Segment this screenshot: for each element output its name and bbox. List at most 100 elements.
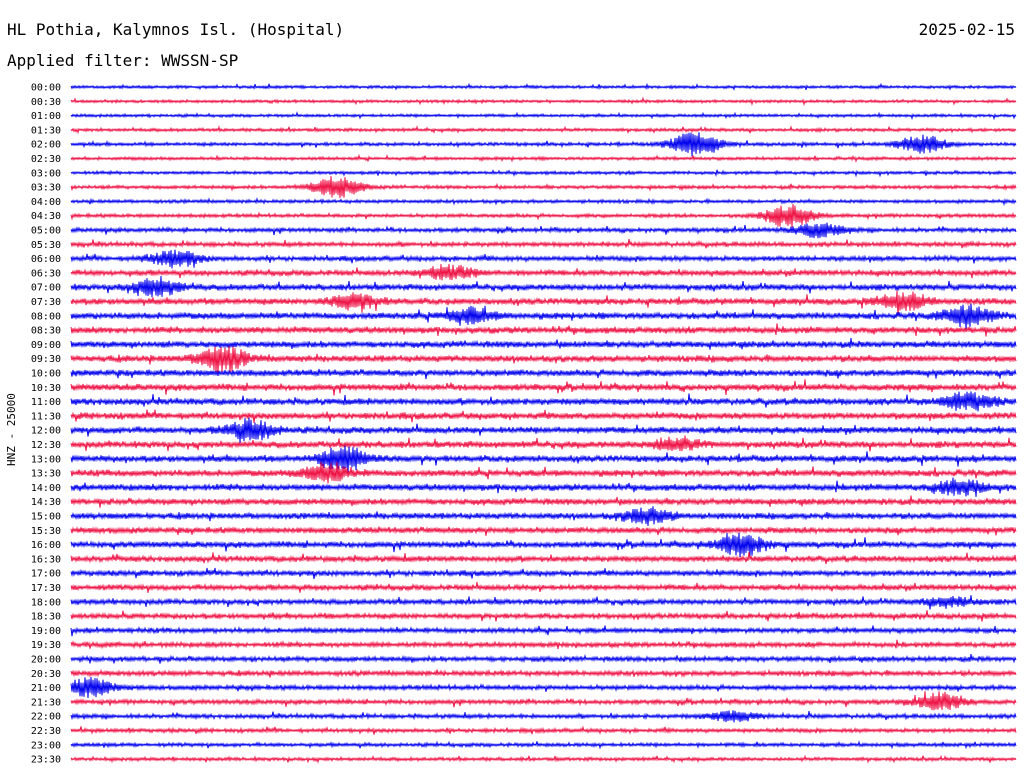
- trace-line: [70, 445, 1017, 473]
- row-label: 13:00: [31, 454, 61, 465]
- trace-line: [70, 96, 1017, 107]
- trace-line: [70, 417, 1017, 443]
- trace-line: [70, 222, 1017, 239]
- trace-line: [70, 196, 1017, 207]
- trace-line: [70, 610, 1017, 622]
- row-label: 08:30: [31, 326, 61, 337]
- trace-line: [70, 290, 1017, 317]
- seismic-traces: [70, 82, 1017, 764]
- row-label: 23:30: [31, 755, 61, 766]
- row-label: 05:00: [31, 226, 61, 237]
- trace-line: [70, 303, 1017, 329]
- row-label: 00:30: [31, 97, 61, 108]
- row-label: 01:00: [31, 111, 61, 122]
- row-label: 23:00: [31, 740, 61, 751]
- row-label: 20:30: [31, 669, 61, 680]
- row-label: 19:00: [31, 626, 61, 637]
- trace-line: [70, 111, 1017, 121]
- trace-line: [70, 203, 1017, 228]
- row-label: 04:30: [31, 211, 61, 222]
- row-label: 08:00: [31, 311, 61, 322]
- row-label: 21:00: [31, 683, 61, 694]
- trace-line: [70, 379, 1017, 396]
- trace-line: [70, 525, 1017, 536]
- row-label: 12:30: [31, 440, 61, 451]
- trace-line: [70, 725, 1017, 736]
- row-label: 14:30: [31, 497, 61, 508]
- row-label: 19:30: [31, 640, 61, 651]
- row-label: 07:30: [31, 297, 61, 308]
- station-title: HL Pothia, Kalymnos Isl. (Hospital): [7, 20, 345, 39]
- row-label: 10:30: [31, 383, 61, 394]
- trace-line: [70, 263, 1017, 281]
- row-label: 21:30: [31, 697, 61, 708]
- trace-line: [70, 582, 1017, 593]
- row-label: 09:00: [31, 340, 61, 351]
- row-label: 17:00: [31, 569, 61, 580]
- row-label: 12:00: [31, 426, 61, 437]
- row-label: 22:00: [31, 712, 61, 723]
- trace-line: [70, 595, 1017, 610]
- trace-line: [70, 668, 1017, 678]
- row-label: 02:30: [31, 154, 61, 165]
- trace-line: [70, 82, 1017, 91]
- trace-line: [70, 691, 1017, 711]
- trace-line: [70, 391, 1017, 412]
- row-label: 11:30: [31, 411, 61, 422]
- trace-line: [70, 654, 1017, 664]
- trace-line: [70, 506, 1017, 527]
- trace-line: [70, 345, 1017, 374]
- trace-line: [70, 153, 1017, 164]
- row-label: 14:00: [31, 483, 61, 494]
- row-label: 16:30: [31, 554, 61, 565]
- row-label: 02:00: [31, 140, 61, 151]
- trace-line: [70, 275, 1017, 298]
- row-labels: 00:00 00:30 01:00 01:30 02:00 02:30 03:00 03:30…: [31, 83, 61, 766]
- row-label: 11:00: [31, 397, 61, 408]
- row-label: 18:00: [31, 597, 61, 608]
- row-label: 18:30: [31, 612, 61, 623]
- filter-line: Applied filter: WWSSN-SP: [7, 51, 238, 70]
- trace-line: [70, 639, 1017, 650]
- row-label: 15:30: [31, 526, 61, 537]
- row-label: 03:30: [31, 183, 61, 194]
- trace-line: [70, 495, 1017, 508]
- trace-line: [70, 740, 1017, 750]
- trace-line: [70, 249, 1017, 269]
- row-label: 22:30: [31, 726, 61, 737]
- trace-line: [70, 435, 1017, 452]
- row-label: 06:30: [31, 268, 61, 279]
- trace-line: [70, 710, 1017, 723]
- trace-line: [70, 551, 1017, 565]
- row-label: 15:00: [31, 512, 61, 523]
- trace-line: [70, 176, 1017, 199]
- row-label: 13:30: [31, 469, 61, 480]
- record-date: 2025-02-15: [918, 20, 1015, 39]
- row-label: 04:00: [31, 197, 61, 208]
- row-label: 03:00: [31, 168, 61, 179]
- trace-line: [70, 238, 1017, 249]
- row-label: 05:30: [31, 240, 61, 251]
- row-label: 00:00: [31, 83, 61, 94]
- row-label: 17:30: [31, 583, 61, 594]
- trace-line: [70, 409, 1017, 423]
- trace-line: [70, 567, 1017, 580]
- trace-line: [70, 337, 1017, 350]
- trace-line: [70, 323, 1017, 337]
- trace-line: [70, 677, 1017, 699]
- row-label: 16:00: [31, 540, 61, 551]
- row-label: 06:00: [31, 254, 61, 265]
- trace-line: [70, 532, 1017, 558]
- trace-line: [70, 477, 1017, 497]
- row-label: 01:30: [31, 125, 61, 136]
- trace-line: [70, 168, 1017, 178]
- trace-line: [70, 125, 1017, 135]
- filter-prefix: Applied filter:: [7, 51, 152, 70]
- trace-line: [70, 754, 1017, 764]
- filter-name: WWSSN-SP: [161, 51, 239, 70]
- row-label: 10:00: [31, 369, 61, 380]
- row-label: 09:30: [31, 354, 61, 365]
- trace-line: [70, 461, 1017, 484]
- trace-line: [70, 132, 1017, 157]
